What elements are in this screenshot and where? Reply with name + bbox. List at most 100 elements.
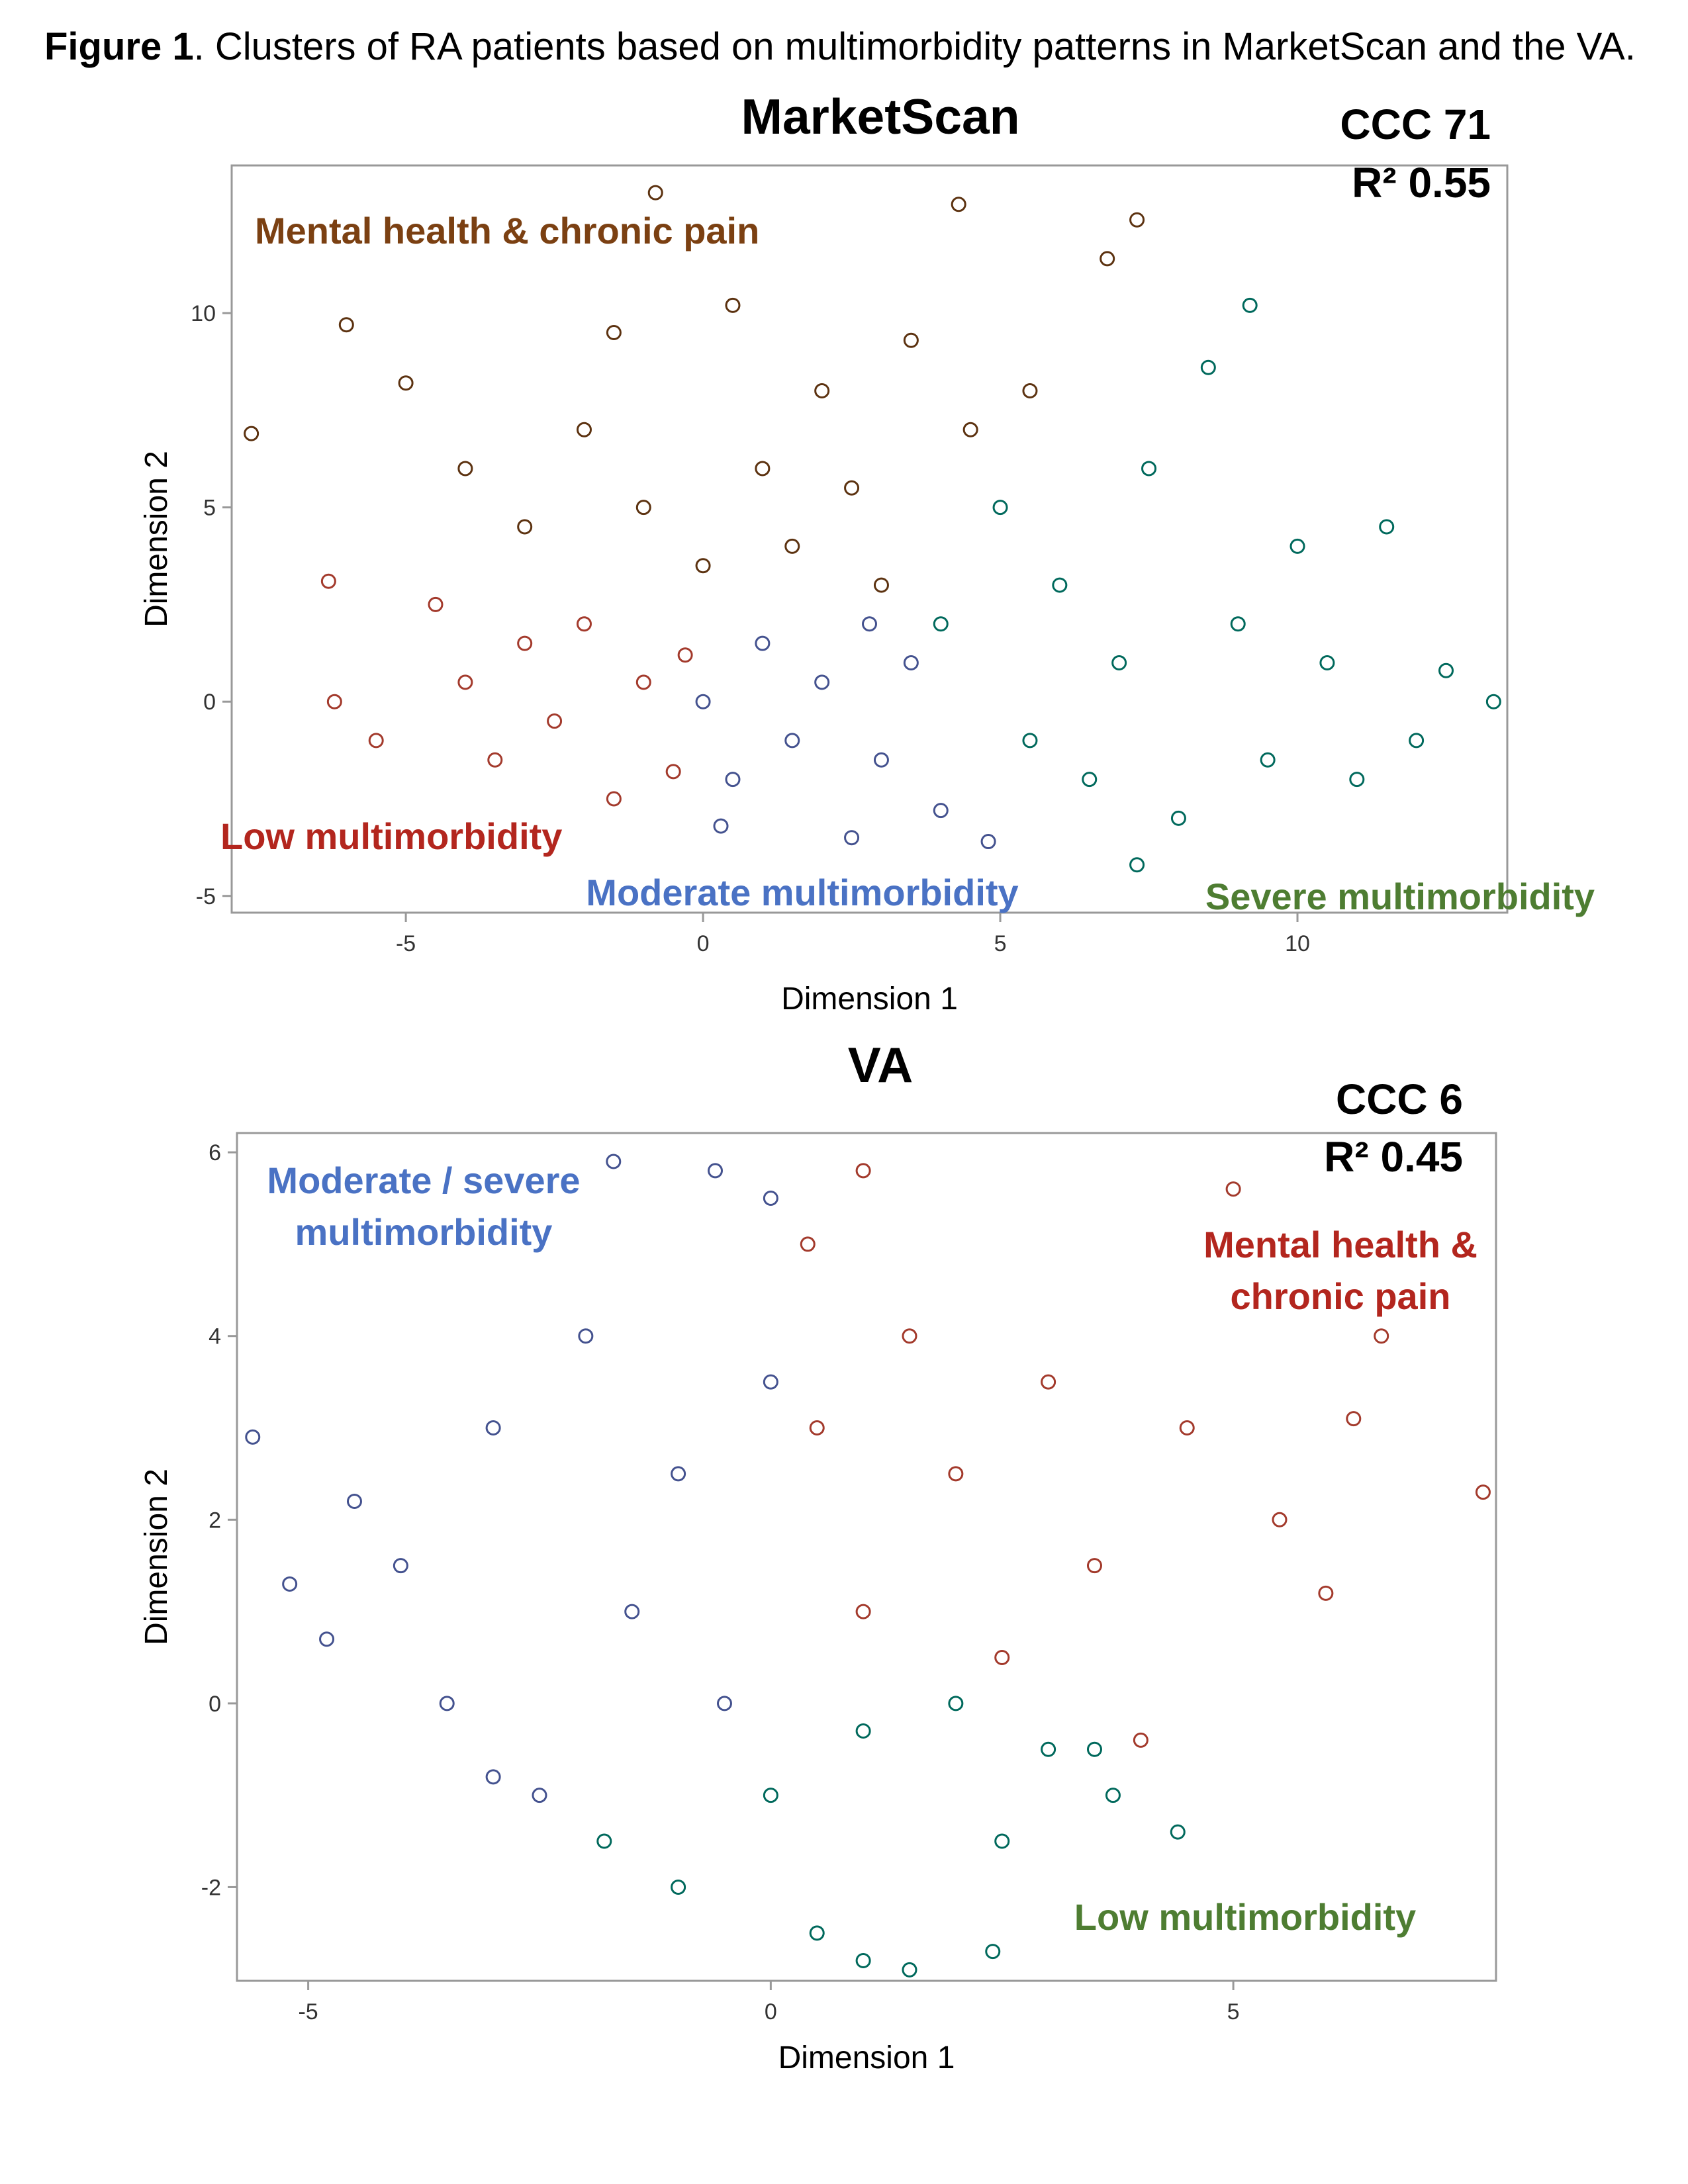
point xyxy=(428,596,444,612)
point xyxy=(800,1236,816,1252)
point xyxy=(1346,1411,1362,1427)
annotation: R² 0.55 xyxy=(1352,159,1491,206)
point xyxy=(1318,1585,1334,1601)
point xyxy=(576,422,592,437)
point xyxy=(902,1962,917,1978)
point xyxy=(1349,772,1365,788)
point xyxy=(439,1696,455,1711)
point xyxy=(677,647,693,663)
x-tick-label: -5 xyxy=(298,1999,318,2025)
point xyxy=(809,1420,825,1436)
point xyxy=(1082,772,1098,788)
point xyxy=(1111,655,1127,670)
point xyxy=(485,1769,501,1785)
point xyxy=(1105,1788,1121,1803)
cluster-label: Low multimorbidity xyxy=(220,815,563,857)
point xyxy=(647,185,663,201)
point xyxy=(1022,733,1038,749)
annotation: CCC 71 xyxy=(1340,101,1491,148)
point xyxy=(948,1466,964,1482)
cluster-label: Moderate multimorbidity xyxy=(586,872,1019,913)
point xyxy=(1041,1374,1056,1390)
point xyxy=(1272,1512,1288,1527)
point xyxy=(1022,383,1038,399)
point xyxy=(814,383,830,399)
x-tick-label: 5 xyxy=(994,931,1007,956)
point xyxy=(624,1604,640,1619)
point xyxy=(755,635,771,651)
point xyxy=(962,422,978,437)
point xyxy=(1230,616,1246,632)
point xyxy=(1086,1741,1102,1757)
plot-frame xyxy=(230,164,1509,914)
point xyxy=(708,1163,724,1179)
point xyxy=(1129,212,1145,228)
y-tick-label: 5 xyxy=(203,496,216,521)
point xyxy=(245,1429,261,1445)
point xyxy=(1475,1484,1491,1500)
caption: Figure 1. Clusters of RA patients based … xyxy=(44,24,1660,70)
point xyxy=(933,803,949,819)
point xyxy=(994,1649,1010,1665)
point xyxy=(1409,733,1425,749)
y-tick-label: 6 xyxy=(209,1140,221,1165)
point xyxy=(398,375,414,391)
point xyxy=(517,635,533,651)
point xyxy=(457,461,473,477)
point xyxy=(933,616,949,632)
chart-title: VA xyxy=(848,1037,914,1093)
point xyxy=(809,1925,825,1941)
point xyxy=(671,1466,686,1482)
point xyxy=(855,1163,871,1179)
annotation: R² 0.45 xyxy=(1324,1133,1463,1181)
point xyxy=(596,1833,612,1849)
point xyxy=(814,674,830,690)
point xyxy=(578,1328,594,1344)
cluster-label: Low multimorbidity xyxy=(1074,1896,1417,1938)
point xyxy=(1141,461,1157,477)
point xyxy=(903,332,919,348)
point xyxy=(763,1788,778,1803)
point xyxy=(1225,1181,1241,1197)
point xyxy=(1100,251,1115,267)
cluster-label: Mental health & chronic pain xyxy=(255,210,760,251)
annotation: CCC 6 xyxy=(1336,1075,1463,1123)
x-tick-label: 5 xyxy=(1227,1999,1240,2025)
point xyxy=(985,1944,1001,1960)
plot-frame xyxy=(236,1132,1497,1982)
point xyxy=(1438,662,1454,678)
point xyxy=(1374,1328,1389,1344)
point xyxy=(338,317,354,333)
y-axis-label: Dimension 2 xyxy=(139,451,174,627)
point xyxy=(346,1494,362,1510)
x-tick-label: -5 xyxy=(396,931,416,956)
point xyxy=(1052,577,1068,593)
point xyxy=(1170,1824,1186,1840)
point xyxy=(695,558,711,574)
point xyxy=(862,616,877,632)
point xyxy=(1260,752,1276,768)
point xyxy=(320,573,336,589)
point xyxy=(665,764,681,780)
point xyxy=(1170,810,1186,826)
x-axis-label: Dimension 1 xyxy=(778,2040,955,2075)
point xyxy=(1086,1558,1102,1574)
point xyxy=(606,791,622,807)
point xyxy=(1041,1741,1056,1757)
chart-title: MarketScan xyxy=(741,89,1019,144)
point xyxy=(606,324,622,340)
point xyxy=(855,1952,871,1968)
point xyxy=(725,772,741,788)
caption-text: . Clusters of RA patients based on multi… xyxy=(193,25,1636,68)
point xyxy=(1242,297,1258,313)
point xyxy=(1133,1732,1149,1748)
point xyxy=(1319,655,1335,670)
point xyxy=(576,616,592,632)
point xyxy=(244,426,259,441)
x-tick-label: 0 xyxy=(765,1999,777,2025)
point xyxy=(716,1696,732,1711)
point xyxy=(485,1420,501,1436)
y-tick-label: 0 xyxy=(209,1692,221,1717)
point xyxy=(1200,359,1216,375)
